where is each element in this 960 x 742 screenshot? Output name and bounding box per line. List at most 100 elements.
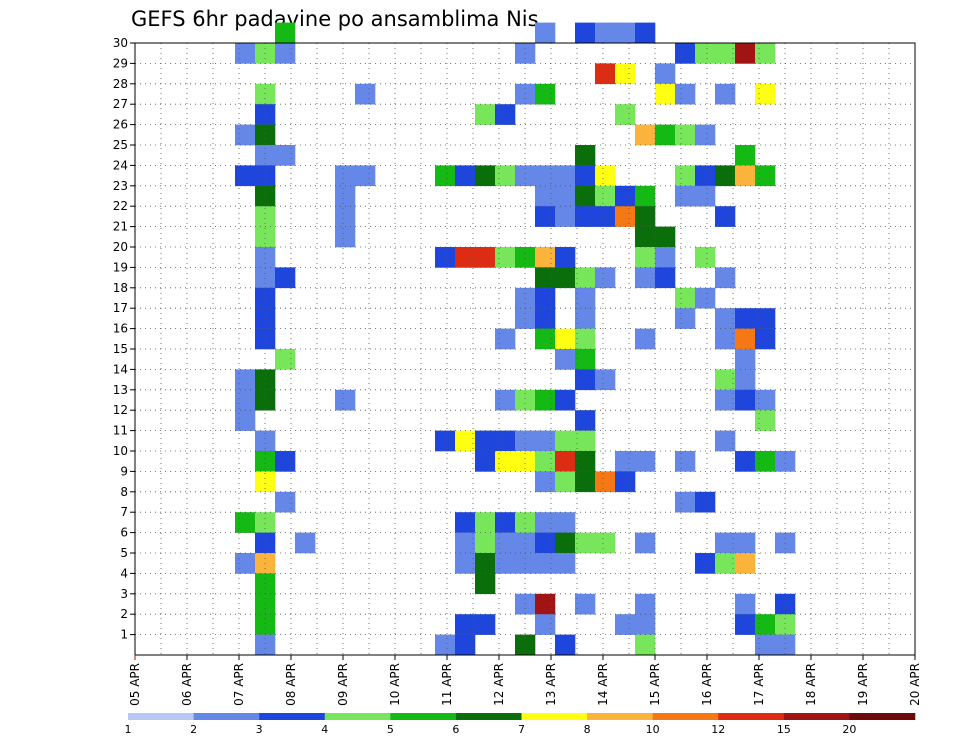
- heatmap-cell: [555, 165, 576, 187]
- heatmap-cell: [675, 491, 696, 513]
- colorbar-swatch: [455, 713, 522, 720]
- heatmap-cell: [655, 247, 676, 268]
- heatmap-cell: [635, 124, 656, 146]
- colorbar-swatch: [390, 713, 457, 720]
- heatmap-cell: [535, 287, 556, 309]
- heatmap-cell: [475, 553, 496, 574]
- heatmap-cell: [255, 369, 276, 391]
- colorbar-label: 8: [584, 723, 591, 736]
- heatmap-cell: [275, 491, 296, 513]
- heatmap-cell: [695, 185, 716, 207]
- heatmap-cell: [595, 206, 616, 227]
- heatmap-cell: [235, 165, 256, 187]
- colorbar-swatch: [193, 713, 260, 720]
- heatmap-cell: [755, 410, 776, 431]
- heatmap-cell: [595, 471, 616, 493]
- heatmap-cell: [635, 614, 656, 635]
- heatmap-cell: [735, 308, 756, 329]
- heatmap-cell: [775, 532, 796, 554]
- grid-lines: [134, 42, 916, 655]
- heatmap-cell: [295, 532, 316, 554]
- colorbar-swatch: [783, 713, 850, 720]
- heatmap-cell: [675, 451, 696, 472]
- heatmap-cell: [455, 430, 476, 452]
- y-tick-label: 29: [113, 56, 128, 70]
- heatmap-cell: [735, 614, 756, 635]
- heatmap-cell: [555, 634, 576, 656]
- colorbar: 1 2 3 4 5 6 7 8 10 12 15 20: [125, 713, 916, 736]
- y-tick-label: 13: [113, 383, 128, 397]
- colorbar-label: 12: [711, 723, 725, 736]
- heatmap-cell: [675, 165, 696, 187]
- heatmap-cell: [435, 634, 456, 656]
- heatmap-cell: [255, 104, 276, 125]
- y-tick-label: 4: [120, 566, 128, 580]
- heatmap-cell: [535, 22, 556, 44]
- y-tick-label: 22: [113, 199, 128, 213]
- heatmap-cell: [675, 308, 696, 329]
- heatmap-cell: [755, 308, 776, 329]
- colorbar-label: 15: [777, 723, 791, 736]
- heatmap-cell: [515, 83, 536, 105]
- heatmap-cell: [255, 124, 276, 146]
- y-tick-label: 26: [113, 118, 128, 132]
- heatmap-cell: [655, 267, 676, 289]
- heatmap-cell: [255, 145, 276, 166]
- heatmap-cell: [335, 226, 356, 248]
- heatmap-cell: [575, 593, 596, 615]
- heatmap-cell: [535, 206, 556, 227]
- heatmap-cell: [775, 634, 796, 656]
- heatmap-cell: [235, 389, 256, 411]
- heatmap-cell: [735, 349, 756, 370]
- y-tick-label: 28: [113, 77, 128, 91]
- heatmap-cell: [455, 247, 476, 268]
- colorbar-label: 3: [256, 723, 263, 736]
- heatmap-cell: [615, 451, 636, 472]
- y-tick-label: 17: [113, 301, 128, 315]
- heatmap-cell: [335, 185, 356, 207]
- heatmap-cell: [455, 512, 476, 533]
- heatmap-cell: [635, 185, 656, 207]
- heatmap-cells: [235, 22, 796, 656]
- heatmap-cell: [695, 43, 716, 64]
- heatmap-cell: [495, 389, 516, 411]
- heatmap-cell: [735, 593, 756, 615]
- heatmap-cell: [455, 553, 476, 574]
- colorbar-swatch: [128, 713, 194, 720]
- heatmap-cell: [535, 267, 556, 289]
- heatmap-cell: [355, 165, 376, 187]
- x-tick-label: 12 APR: [492, 663, 506, 706]
- heatmap-cell: [575, 328, 596, 350]
- heatmap-cell: [535, 451, 556, 472]
- heatmap-cell: [275, 267, 296, 289]
- heatmap-cell: [615, 471, 636, 493]
- heatmap-cell: [255, 267, 276, 289]
- heatmap-cell: [775, 593, 796, 615]
- heatmap-cell: [255, 634, 276, 656]
- heatmap-cell: [255, 451, 276, 472]
- x-tick-label: 20 APR: [908, 663, 922, 706]
- heatmap-cell: [595, 165, 616, 187]
- heatmap-cell: [735, 145, 756, 166]
- heatmap-cell: [715, 430, 736, 452]
- heatmap-cell: [715, 267, 736, 289]
- y-tick-label: 2: [120, 607, 128, 621]
- heatmap-cell: [535, 532, 556, 554]
- heatmap-cell: [575, 369, 596, 391]
- heatmap-cell: [475, 573, 496, 595]
- heatmap-cell: [715, 83, 736, 105]
- heatmap-cell: [495, 451, 516, 472]
- heatmap-cell: [555, 553, 576, 574]
- heatmap-cell: [775, 614, 796, 635]
- heatmap-cell: [515, 634, 536, 656]
- heatmap-cell: [695, 553, 716, 574]
- heatmap-cell: [255, 593, 276, 615]
- heatmap-cell: [655, 83, 676, 105]
- heatmap-cell: [755, 165, 776, 187]
- y-tick-label: 11: [113, 424, 128, 438]
- heatmap-cell: [575, 532, 596, 554]
- heatmap-cell: [255, 83, 276, 105]
- heatmap-cell: [255, 430, 276, 452]
- heatmap-cell: [515, 512, 536, 533]
- heatmap-cell: [495, 328, 516, 350]
